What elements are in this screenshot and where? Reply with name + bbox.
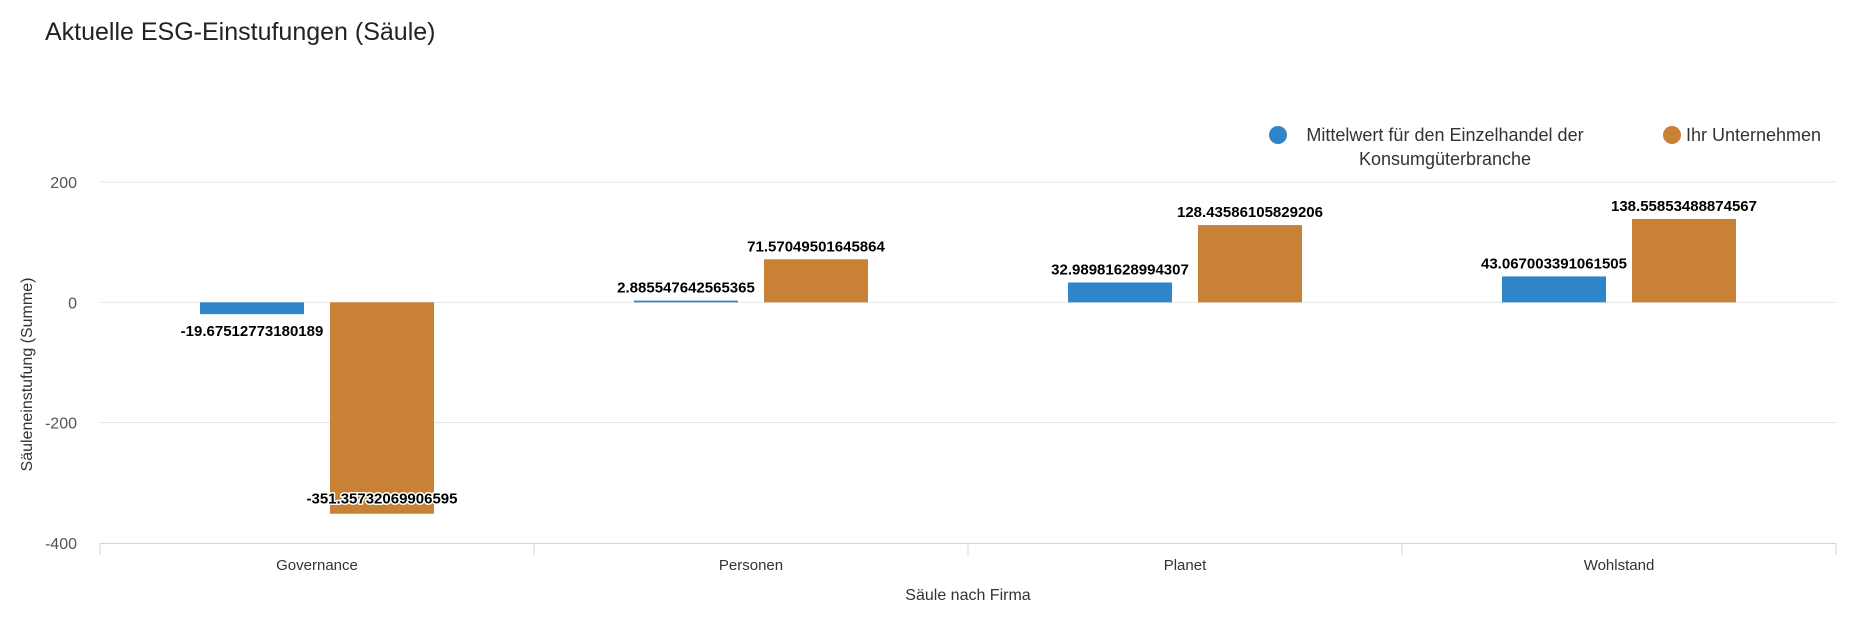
x-tick-label: Governance [276, 557, 358, 574]
bar[interactable] [764, 259, 868, 303]
y-tick-label: 200 [50, 175, 77, 192]
bar[interactable] [1198, 225, 1302, 303]
data-label: 128.43586105829206 [1177, 204, 1323, 221]
bars [200, 218, 1736, 514]
y-axis-ticks: 200 0 -200 -400 [45, 175, 77, 553]
legend-label: Konsumgüterbranche [1359, 149, 1531, 169]
data-label: -351.35732069906595 [307, 491, 458, 508]
legend-marker [1269, 126, 1287, 144]
x-tick-label: Planet [1164, 557, 1207, 574]
x-tick-label: Personen [719, 557, 783, 574]
data-label: 43.067003391061505 [1481, 255, 1627, 272]
y-tick-label: 0 [68, 295, 77, 312]
legend-label: Ihr Unternehmen [1686, 125, 1821, 145]
bar[interactable] [634, 300, 738, 303]
data-label: 2.885547642565365 [617, 280, 755, 297]
x-tick-label: Wohlstand [1584, 557, 1655, 574]
data-label: -19.67512773180189 [181, 323, 324, 340]
y-axis-title: Säuleneinstufung (Summe) [19, 278, 36, 472]
x-axis-title: Säule nach Firma [905, 587, 1030, 604]
data-label: 32.98981628994307 [1051, 261, 1189, 278]
y-tick-label: -400 [45, 536, 77, 553]
data-labels: -19.67512773180189 -351.35732069906595 2.8… [179, 196, 1758, 509]
bar[interactable] [200, 302, 304, 315]
bar[interactable] [1632, 218, 1736, 303]
bar[interactable] [1502, 276, 1606, 303]
data-label: 71.57049501645864 [747, 238, 885, 255]
data-label: 138.55853488874567 [1611, 198, 1757, 215]
legend[interactable]: Mittelwert für den Einzelhandel der Konsu… [1269, 125, 1821, 169]
category-labels: Governance Personen Planet Wohlstand [276, 557, 1654, 574]
legend-marker [1663, 126, 1681, 144]
x-axis [99, 543, 1837, 555]
legend-item[interactable]: Mittelwert für den Einzelhandel der Konsu… [1269, 125, 1584, 169]
y-tick-label: -200 [45, 416, 77, 433]
bar[interactable] [330, 302, 434, 514]
bar[interactable] [1068, 282, 1172, 303]
legend-label: Mittelwert für den Einzelhandel der [1306, 125, 1583, 145]
chart-title: Aktuelle ESG-Einstufungen (Säule) [45, 18, 436, 46]
legend-item[interactable]: Ihr Unternehmen [1663, 125, 1821, 145]
